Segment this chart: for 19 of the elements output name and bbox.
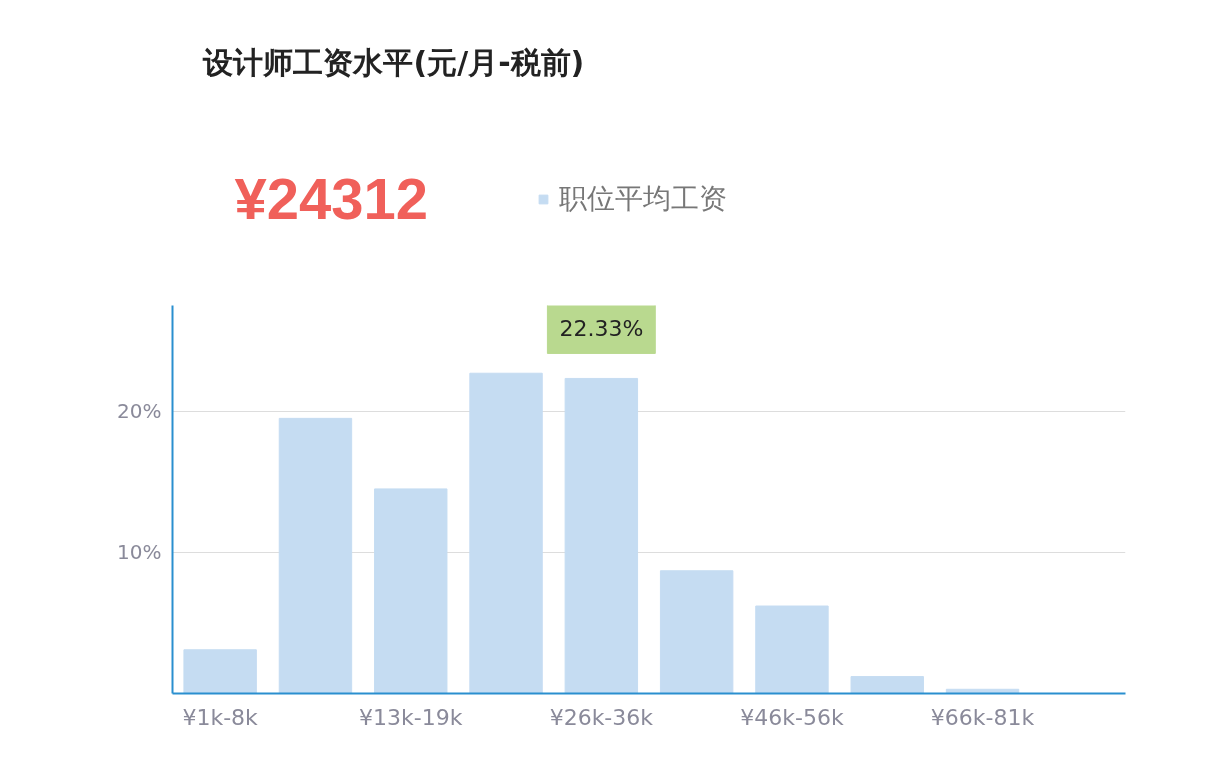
bar — [564, 377, 639, 694]
y-tick-label: 20% — [117, 399, 162, 424]
bar — [659, 570, 734, 694]
x-tick-label: ¥66k-81k — [930, 704, 1035, 730]
bar — [278, 417, 353, 694]
bar — [374, 488, 448, 694]
bar — [183, 649, 257, 694]
legend-label: 职位平均工资 — [559, 181, 727, 217]
x-tick-label: ¥26k-36k — [549, 704, 654, 730]
annotation: 22.33% — [559, 316, 644, 342]
x-tick-label: ¥13k-19k — [359, 704, 463, 730]
bar — [469, 372, 543, 694]
bar — [755, 605, 829, 694]
chart-title: 设计师工资水平(元/月-税前) — [202, 45, 585, 80]
x-tick-label: ¥1k-8k — [182, 704, 259, 730]
bar — [850, 676, 924, 694]
text: ¥24312 — [234, 166, 429, 231]
x-tick-label: ¥46k-56k — [740, 704, 844, 730]
y-tick-label: 10% — [117, 540, 162, 565]
